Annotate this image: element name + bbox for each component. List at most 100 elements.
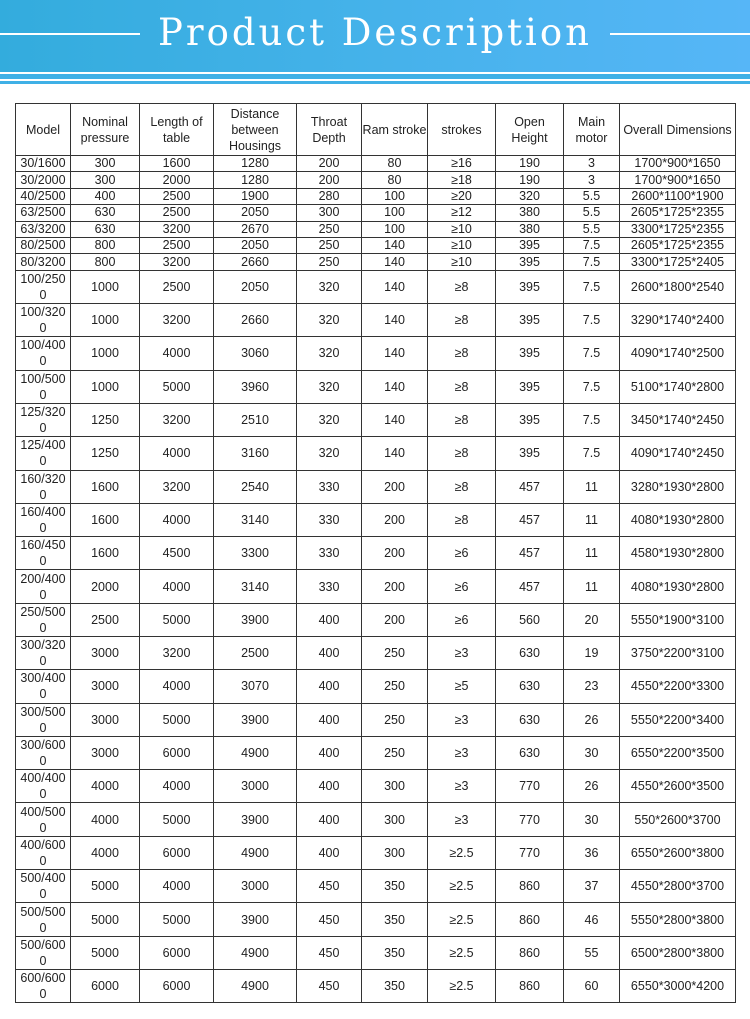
table-cell: 330 [296, 536, 362, 571]
table-cell: ≥8 [427, 269, 496, 305]
table-cell: 7.5 [563, 402, 620, 438]
column-header: Length of table [139, 103, 214, 156]
table-row: 100/4000 1000 4000 3060 320 140 ≥8 395 7.5 4090*1… [15, 336, 736, 371]
model-label: 100/3200 [20, 305, 66, 336]
table-row: 250/5000 2500 5000 3900 400 200 ≥6 560 20 5550*19… [15, 602, 736, 638]
table-cell: 36 [563, 835, 620, 871]
table-cell: ≥2.5 [427, 902, 496, 937]
table-row: 125/3200 1250 3200 2510 320 140 ≥8 395 7.5 3450*1… [15, 402, 736, 438]
table-cell: 7.5 [563, 236, 620, 255]
table-cell: 7.5 [563, 253, 620, 271]
table-cell: 3900 [213, 702, 297, 737]
model-cell: 125/3200 [15, 402, 71, 438]
table-cell: 2540 [213, 469, 297, 504]
table-cell: 3070 [213, 669, 297, 704]
spec-table: Model Nominal pressure Length of table Dist… [15, 103, 736, 1004]
table-cell: 11 [563, 536, 620, 571]
table-cell: 457 [495, 536, 564, 571]
model-cell: 80/3200 [15, 253, 71, 271]
model-cell: 500/4000 [15, 869, 71, 904]
table-cell: 6500*2800*3800 [619, 935, 736, 970]
table-header-row: Model Nominal pressure Length of table Dist… [15, 103, 736, 156]
table-row: 300/4000 3000 4000 3070 400 250 ≥5 630 23 4550*22… [15, 669, 736, 704]
table-cell: ≥3 [427, 802, 496, 837]
table-cell: 450 [296, 869, 362, 904]
model-cell: 300/6000 [15, 735, 71, 771]
model-cell: 100/3200 [15, 303, 71, 338]
table-cell: 395 [495, 303, 564, 338]
table-cell: 860 [495, 935, 564, 970]
table-cell: 3960 [213, 369, 297, 404]
table-cell: 5.5 [563, 187, 620, 206]
model-label: 250/5000 [20, 604, 66, 635]
table-cell: ≥20 [427, 187, 496, 206]
model-label: 600/6000 [20, 971, 66, 1002]
table-cell: 770 [495, 835, 564, 871]
model-cell: 80/2500 [15, 236, 71, 255]
table-cell: 6000 [70, 968, 140, 1004]
table-cell: 140 [361, 336, 428, 371]
table-cell: 300 [361, 769, 428, 804]
table-cell: 3060 [213, 336, 297, 371]
table-cell: 395 [495, 369, 564, 404]
table-cell: 770 [495, 802, 564, 837]
table-cell: ≥8 [427, 469, 496, 504]
table-cell: 190 [495, 154, 564, 173]
table-cell: 140 [361, 253, 428, 271]
table-cell: 2000 [139, 171, 214, 189]
table-row: 30/1600 300 1600 1280 200 80 ≥16 190 3 1700*900*1… [15, 154, 736, 173]
table-cell: 4000 [139, 502, 214, 538]
table-row: 300/5000 3000 5000 3900 400 250 ≥3 630 26 5550*22… [15, 702, 736, 737]
table-cell: 1700*900*1650 [619, 154, 736, 173]
model-cell: 500/6000 [15, 935, 71, 970]
table-cell: ≥6 [427, 569, 496, 604]
table-cell: 1700*900*1650 [619, 171, 736, 189]
table-cell: 2500 [70, 602, 140, 638]
table-cell: 19 [563, 635, 620, 671]
table-cell: 6550*2200*3500 [619, 735, 736, 771]
table-cell: 140 [361, 303, 428, 338]
table-cell: 2050 [213, 269, 297, 305]
table-cell: ≥8 [427, 436, 496, 471]
column-header: Main motor [563, 103, 620, 156]
column-header: Ram stroke [361, 103, 428, 156]
table-row: 100/5000 1000 5000 3960 320 140 ≥8 395 7.5 5100*1… [15, 369, 736, 404]
table-cell: ≥3 [427, 702, 496, 737]
model-cell: 600/6000 [15, 968, 71, 1004]
table-cell: 200 [361, 569, 428, 604]
table-cell: 3000 [70, 635, 140, 671]
table-cell: 560 [495, 602, 564, 638]
table-cell: 300 [296, 204, 362, 222]
table-cell: 457 [495, 469, 564, 504]
table-cell: 37 [563, 869, 620, 904]
model-label: 125/4000 [20, 438, 66, 469]
table-cell: 630 [70, 220, 140, 238]
table-cell: 4090*1740*2500 [619, 336, 736, 371]
table-row: 160/4500 1600 4500 3300 330 200 ≥6 457 11 4580*19… [15, 536, 736, 571]
table-cell: 1000 [70, 336, 140, 371]
title-divider-left [0, 33, 140, 35]
table-cell: 80 [361, 171, 428, 189]
table-cell: 4000 [139, 669, 214, 704]
table-cell: ≥8 [427, 336, 496, 371]
table-cell: ≥3 [427, 769, 496, 804]
table-cell: 5000 [139, 702, 214, 737]
table-cell: 395 [495, 236, 564, 255]
table-cell: 3000 [70, 702, 140, 737]
model-label: 160/3200 [20, 471, 66, 502]
table-row: 100/3200 1000 3200 2660 320 140 ≥8 395 7.5 3290*1… [15, 303, 736, 338]
table-cell: 1900 [213, 187, 297, 206]
model-label: 125/3200 [20, 405, 66, 436]
table-cell: ≥2.5 [427, 935, 496, 970]
table-row: 40/2500 400 2500 1900 280 100 ≥20 320 5.5 2600*11… [15, 187, 736, 206]
model-cell: 400/4000 [15, 769, 71, 804]
table-cell: 7.5 [563, 369, 620, 404]
table-row: 200/4000 2000 4000 3140 330 200 ≥6 457 11 4080*19… [15, 569, 736, 604]
table-cell: 4000 [139, 569, 214, 604]
model-cell: 300/3200 [15, 635, 71, 671]
model-label: 80/3200 [20, 254, 66, 269]
table-cell: 2000 [70, 569, 140, 604]
table-cell: 80 [361, 154, 428, 173]
table-cell: 630 [70, 204, 140, 222]
table-cell: 800 [70, 236, 140, 255]
